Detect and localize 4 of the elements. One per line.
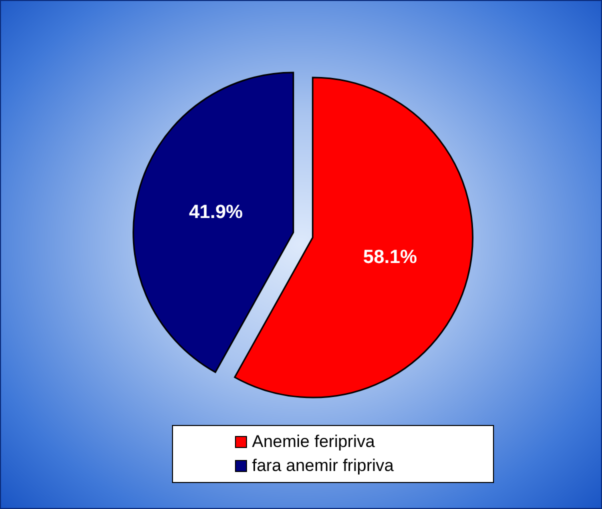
data-label: 41.9% (188, 202, 243, 223)
data-label: 58.1% (363, 247, 418, 268)
legend-label: fara anemir fripriva (252, 455, 394, 477)
legend-label: Anemie feripriva (252, 431, 375, 453)
